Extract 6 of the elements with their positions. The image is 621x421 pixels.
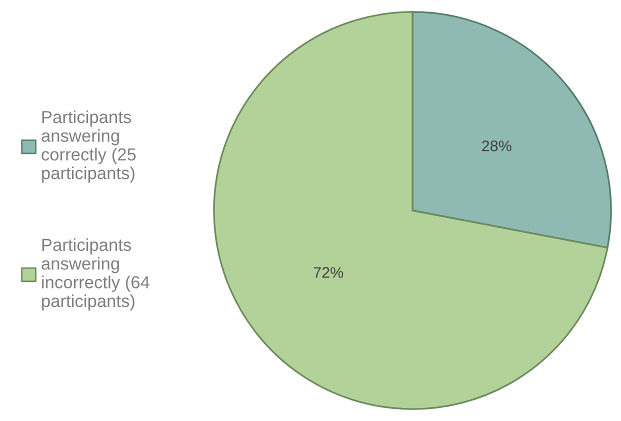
pie-slice	[213, 11, 608, 410]
data-label: 28%	[482, 140, 512, 152]
legend-label: Participants answering correctly (25 participants)	[42, 110, 136, 183]
data-label: 72%	[314, 267, 344, 278]
pie-slice	[412, 11, 612, 249]
legend-label: Participants answering incorrectly (64 participants)	[42, 238, 150, 311]
